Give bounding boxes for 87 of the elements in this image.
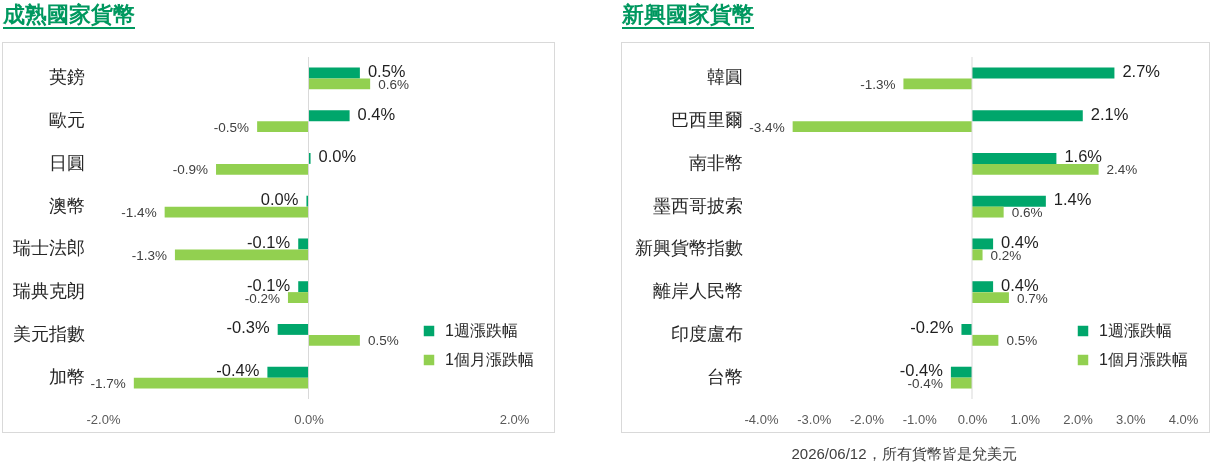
data-label: -3.4% xyxy=(749,119,785,135)
x-tick-label: 0.0% xyxy=(294,411,325,427)
text: 2026/06/12，所有貨幣皆是兌美元 xyxy=(790,444,1018,464)
bar xyxy=(308,67,360,79)
bar xyxy=(972,163,1099,175)
bar xyxy=(298,238,309,250)
x-tick-label: -2.0% xyxy=(86,411,121,427)
x-tick-label: -3.0% xyxy=(797,411,832,427)
data-label: 1.6% xyxy=(1064,147,1103,166)
x-tick-label: 1.0% xyxy=(1010,411,1041,427)
data-label: -1.7% xyxy=(90,376,126,392)
x-tick-label: 0.0% xyxy=(957,411,988,427)
data-label: -1.3% xyxy=(860,76,896,92)
y-tick-label: 台幣 xyxy=(706,366,743,387)
x-tick-label: -4.0% xyxy=(744,411,779,427)
chart-title: 新興國家貨幣 xyxy=(622,2,754,27)
bar xyxy=(257,121,309,133)
y-tick-label: 澳幣 xyxy=(48,195,85,216)
data-label: -0.2% xyxy=(910,318,954,337)
x-tick-label: 2.0% xyxy=(499,411,530,427)
bar xyxy=(308,78,371,90)
bar xyxy=(972,249,983,261)
chart-title: 成熟國家貨幣 xyxy=(3,2,135,27)
legend-label: 1個月漲跌幅 xyxy=(1099,351,1188,368)
y-tick-label: 日圓 xyxy=(48,152,85,173)
bar xyxy=(277,323,309,335)
data-label: -1.4% xyxy=(121,205,157,221)
x-tick-label: -1.0% xyxy=(902,411,938,427)
legend-label: 1個月漲跌幅 xyxy=(445,351,534,368)
data-label: -1.3% xyxy=(131,247,167,263)
legend-label: 1週漲跌幅 xyxy=(1099,322,1172,339)
y-tick-label: 南非幣 xyxy=(688,152,743,173)
bar xyxy=(972,334,999,346)
bar xyxy=(133,377,309,389)
bar xyxy=(961,323,972,335)
bar xyxy=(972,238,994,250)
bar xyxy=(950,366,972,378)
y-tick-label: 墨西哥披索 xyxy=(652,195,743,216)
bar xyxy=(972,195,1046,207)
y-tick-label: 英鎊 xyxy=(48,67,85,88)
bar xyxy=(792,121,972,133)
y-tick-label: 加幣 xyxy=(48,366,85,387)
x-tick-label: 4.0% xyxy=(1168,411,1199,427)
data-label: -0.1% xyxy=(247,232,291,251)
bar xyxy=(972,206,1004,218)
x-tick-label: -2.0% xyxy=(850,411,885,427)
y-tick-label: 美元指數 xyxy=(12,323,85,344)
data-label: 0.5% xyxy=(1006,333,1038,349)
data-label: 0.6% xyxy=(1011,205,1043,221)
bar xyxy=(972,152,1057,164)
y-tick-label: 離岸人民幣 xyxy=(652,281,743,302)
x-tick-label: 3.0% xyxy=(1115,411,1146,427)
data-label: 2.7% xyxy=(1122,61,1161,80)
data-label: 2.4% xyxy=(1106,162,1138,178)
y-tick-label: 歐元 xyxy=(48,110,85,131)
y-tick-label: 瑞士法郎 xyxy=(12,238,85,259)
y-tick-label: 瑞典克朗 xyxy=(12,281,85,302)
bar xyxy=(308,110,350,122)
data-label: 0.0% xyxy=(318,147,357,166)
bar xyxy=(972,292,1009,304)
bar xyxy=(903,78,972,90)
data-label: -0.5% xyxy=(213,119,250,135)
data-label: 1.4% xyxy=(1053,190,1092,209)
x-tick-label: 2.0% xyxy=(1063,411,1094,427)
data-label: 0.4% xyxy=(357,104,396,123)
data-label: -0.4% xyxy=(216,361,260,380)
data-label: -0.3% xyxy=(226,318,270,337)
data-label: -0.9% xyxy=(172,162,209,178)
y-tick-label: 新興貨幣指數 xyxy=(634,238,743,259)
bar xyxy=(950,377,972,389)
bar xyxy=(972,110,1083,122)
data-label: 0.0% xyxy=(260,190,299,209)
bar xyxy=(972,281,994,293)
bar xyxy=(308,334,360,346)
bar xyxy=(267,366,309,378)
data-label: 2.1% xyxy=(1090,104,1129,123)
data-label: 0.5% xyxy=(367,333,399,349)
y-tick-label: 巴西里爾 xyxy=(670,110,743,131)
bar xyxy=(287,292,309,304)
bar xyxy=(298,281,309,293)
bar xyxy=(216,163,309,175)
bar xyxy=(174,249,309,261)
y-tick-label: 印度盧布 xyxy=(670,323,743,344)
bar xyxy=(972,67,1115,79)
bar xyxy=(164,206,309,218)
legend-label: 1週漲跌幅 xyxy=(445,322,518,339)
y-tick-label: 韓圓 xyxy=(706,67,743,88)
